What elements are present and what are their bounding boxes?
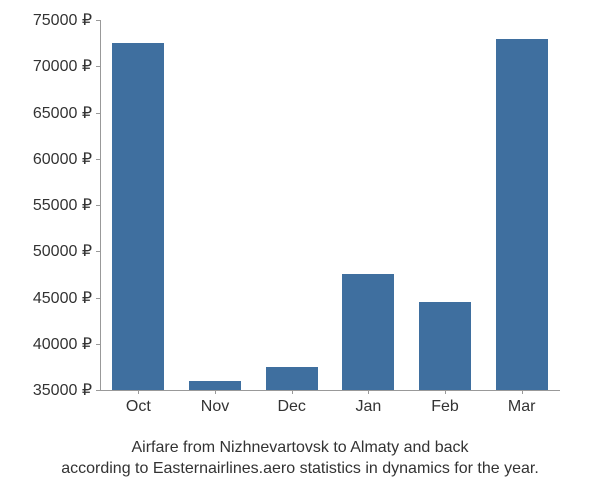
bar [419,302,471,390]
x-tick-label: Feb [407,392,484,416]
caption-line-2: according to Easternairlines.aero statis… [30,458,570,480]
bar [189,381,241,390]
x-tick-label: Jan [330,392,407,416]
x-tick-label: Oct [100,392,177,416]
x-tick-label: Dec [253,392,330,416]
y-tick-label: 65000 ₽ [33,103,92,123]
y-tick-label: 40000 ₽ [33,334,92,354]
y-tick-mark [96,390,100,391]
bar-slot [330,20,407,390]
x-tick-mark [215,390,216,394]
y-tick-label: 75000 ₽ [33,10,92,30]
bar [342,274,394,390]
bar-slot [407,20,484,390]
x-axis: OctNovDecJanFebMar [100,392,560,416]
x-tick-mark [138,390,139,394]
bars-container [100,20,560,390]
x-tick-label: Nov [177,392,254,416]
airfare-chart: 35000 ₽ 40000 ₽ 45000 ₽ 50000 ₽ 55000 ₽ 60000… [0,0,600,500]
bar [266,367,318,390]
bar-slot [177,20,254,390]
y-axis: 35000 ₽40000 ₽45000 ₽50000 ₽55000 ₽60000… [0,20,100,390]
x-tick-mark [368,390,369,394]
bar-slot [100,20,177,390]
y-tick-label: 70000 ₽ [33,56,92,76]
caption-line-1: Airfare from Nizhnevartovsk to Almaty an… [30,437,570,459]
plot-area [100,20,560,390]
y-tick-label: 45000 ₽ [33,288,92,308]
y-tick-label: 60000 ₽ [33,149,92,169]
x-tick-mark [522,390,523,394]
bar-slot [253,20,330,390]
chart-caption: Airfare from Nizhnevartovsk to Almaty an… [0,437,600,480]
y-tick-label: 35000 ₽ [33,380,92,400]
x-axis-line [100,390,560,391]
x-tick-mark [292,390,293,394]
bar-slot [483,20,560,390]
bar [496,39,548,391]
y-tick-label: 55000 ₽ [33,195,92,215]
bar [112,43,164,390]
x-tick-mark [445,390,446,394]
y-tick-label: 50000 ₽ [33,241,92,261]
x-tick-label: Mar [483,392,560,416]
